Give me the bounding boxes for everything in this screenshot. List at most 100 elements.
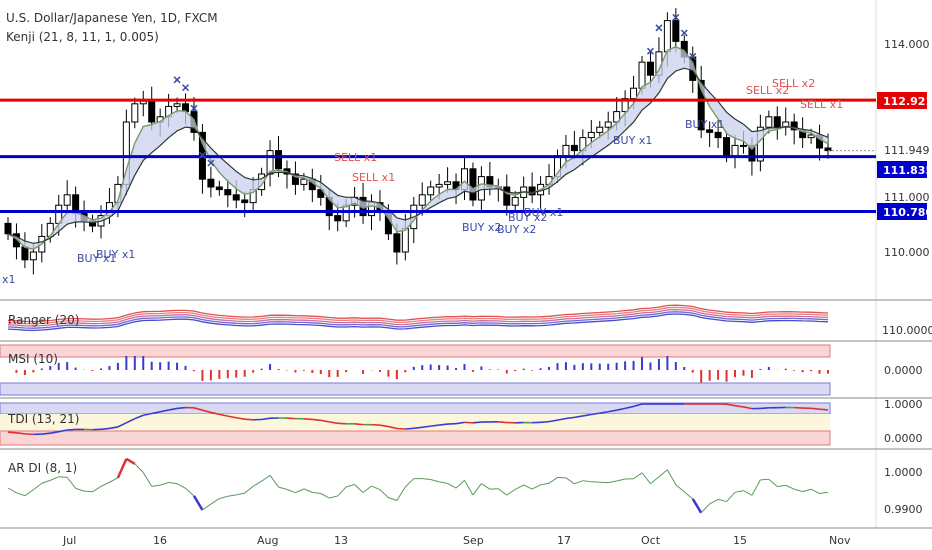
ardi-segment	[582, 480, 592, 483]
peak-marker	[672, 13, 680, 21]
ardi-segment	[58, 476, 68, 478]
ardi-segment	[641, 472, 651, 485]
ardi-segment	[802, 488, 812, 493]
blue-upper-badge	[877, 161, 927, 178]
price-tick-110: 110.000	[884, 246, 930, 259]
candle-down	[21, 246, 29, 261]
tdi-title: TDI (13, 21)	[7, 412, 79, 426]
tdi-segment	[50, 430, 59, 435]
candle-up	[427, 186, 435, 196]
tdi-segment	[439, 423, 448, 426]
tdi-mid-band	[0, 414, 830, 431]
horizontal-levels	[0, 98, 876, 213]
peak-marker	[181, 84, 190, 92]
tdi-segment	[202, 409, 212, 414]
tdi-segment	[388, 425, 398, 430]
ardi-segment	[404, 478, 415, 488]
signal-labels: x1 BUY x1 BUY x1 SELL x1 SELL x1 BUY x2 …	[2, 77, 843, 286]
ardi-segment	[650, 476, 660, 485]
tdi-segment	[286, 417, 296, 420]
ardi-segment	[346, 484, 355, 488]
ardi-segment	[116, 458, 128, 479]
tdi-segment	[599, 410, 609, 414]
ranger-band	[7, 313, 829, 332]
peak-marker	[207, 159, 215, 167]
msi-histogram	[15, 356, 829, 383]
blue-upper-label: 111.835	[883, 164, 932, 177]
tdi-segment	[413, 426, 423, 430]
ardi-segment	[295, 488, 305, 494]
signal-x1: x1	[2, 273, 16, 286]
tdi-segment	[354, 422, 364, 426]
ardi-segment	[675, 484, 685, 493]
ardi-segment	[388, 497, 398, 501]
candle-down	[334, 215, 342, 222]
msi-lower-band	[0, 382, 831, 396]
candle-down	[528, 186, 536, 196]
signal-buy-5: BUY x2	[508, 211, 547, 224]
signal-buy-3: BUY x2	[462, 221, 501, 234]
candle-down	[232, 194, 240, 201]
ardi-segment	[768, 478, 778, 488]
candle-up	[587, 131, 595, 139]
ardi-segment	[75, 487, 85, 492]
price-tick-111: 111.000	[884, 191, 930, 204]
ardi-segment	[252, 480, 262, 487]
tdi-segment	[633, 403, 643, 408]
candle-up	[300, 178, 308, 185]
ardi-segment	[160, 481, 169, 486]
tdi-lower-band	[0, 430, 831, 446]
ardi-segment	[691, 498, 703, 514]
candle-up	[131, 103, 139, 123]
red-level-label: 112.921	[883, 95, 932, 108]
ardi-segment	[278, 486, 288, 490]
time-tick-16: 16	[153, 534, 167, 547]
tdi-segment	[320, 419, 330, 423]
candle-up	[663, 20, 671, 53]
ardi-segment	[303, 488, 313, 493]
signal-buy-7: BUY x1	[613, 134, 652, 147]
candle-up	[29, 251, 37, 261]
time-tick-sep: Sep	[463, 534, 484, 547]
ardi-segment	[531, 484, 541, 490]
ardi-segment	[751, 479, 761, 496]
tdi-segment	[819, 408, 829, 411]
ardi-segment	[506, 488, 516, 496]
candle-down	[714, 131, 722, 139]
signal-buy-2: BUY x1	[96, 248, 135, 261]
ardi-segment	[422, 478, 431, 480]
ardi-segment	[202, 503, 212, 511]
tdi-segment	[726, 403, 736, 407]
ardi-segment	[329, 495, 338, 499]
tdi-segment	[16, 432, 26, 435]
ardi-segment	[109, 477, 119, 483]
ardi-segment	[616, 478, 626, 482]
candle-down	[706, 129, 714, 133]
ardi-segment	[464, 480, 474, 496]
signal-buy-8: BUY x1	[685, 118, 724, 131]
ardi-segment	[236, 492, 245, 496]
ardi-segment	[430, 478, 440, 483]
tdi-segment	[100, 427, 110, 431]
tdi-segment	[312, 418, 321, 422]
ardi-segment	[514, 484, 524, 490]
tdi-segment	[151, 411, 161, 415]
ardi-segment	[794, 488, 803, 493]
ardi-segment	[666, 469, 677, 485]
signal-sell-1: SELL x1	[334, 151, 377, 164]
candle-down	[224, 189, 232, 196]
signal-sell-4: SELL x2	[772, 77, 815, 90]
tdi-segment	[557, 417, 567, 421]
tdi-segment	[168, 407, 178, 411]
tdi-segment	[210, 411, 220, 416]
tdi-segment	[261, 417, 271, 421]
tdi-segment	[329, 421, 338, 425]
ardi-segment	[709, 498, 719, 505]
ardi-segment	[633, 472, 643, 480]
ardi-segment	[565, 477, 575, 485]
ardi-tick-bottom: 0.9900	[884, 503, 923, 516]
candle-up	[807, 134, 815, 139]
peak-marker	[680, 29, 688, 37]
ranger-band	[7, 308, 829, 327]
ardi-segment	[84, 490, 93, 493]
